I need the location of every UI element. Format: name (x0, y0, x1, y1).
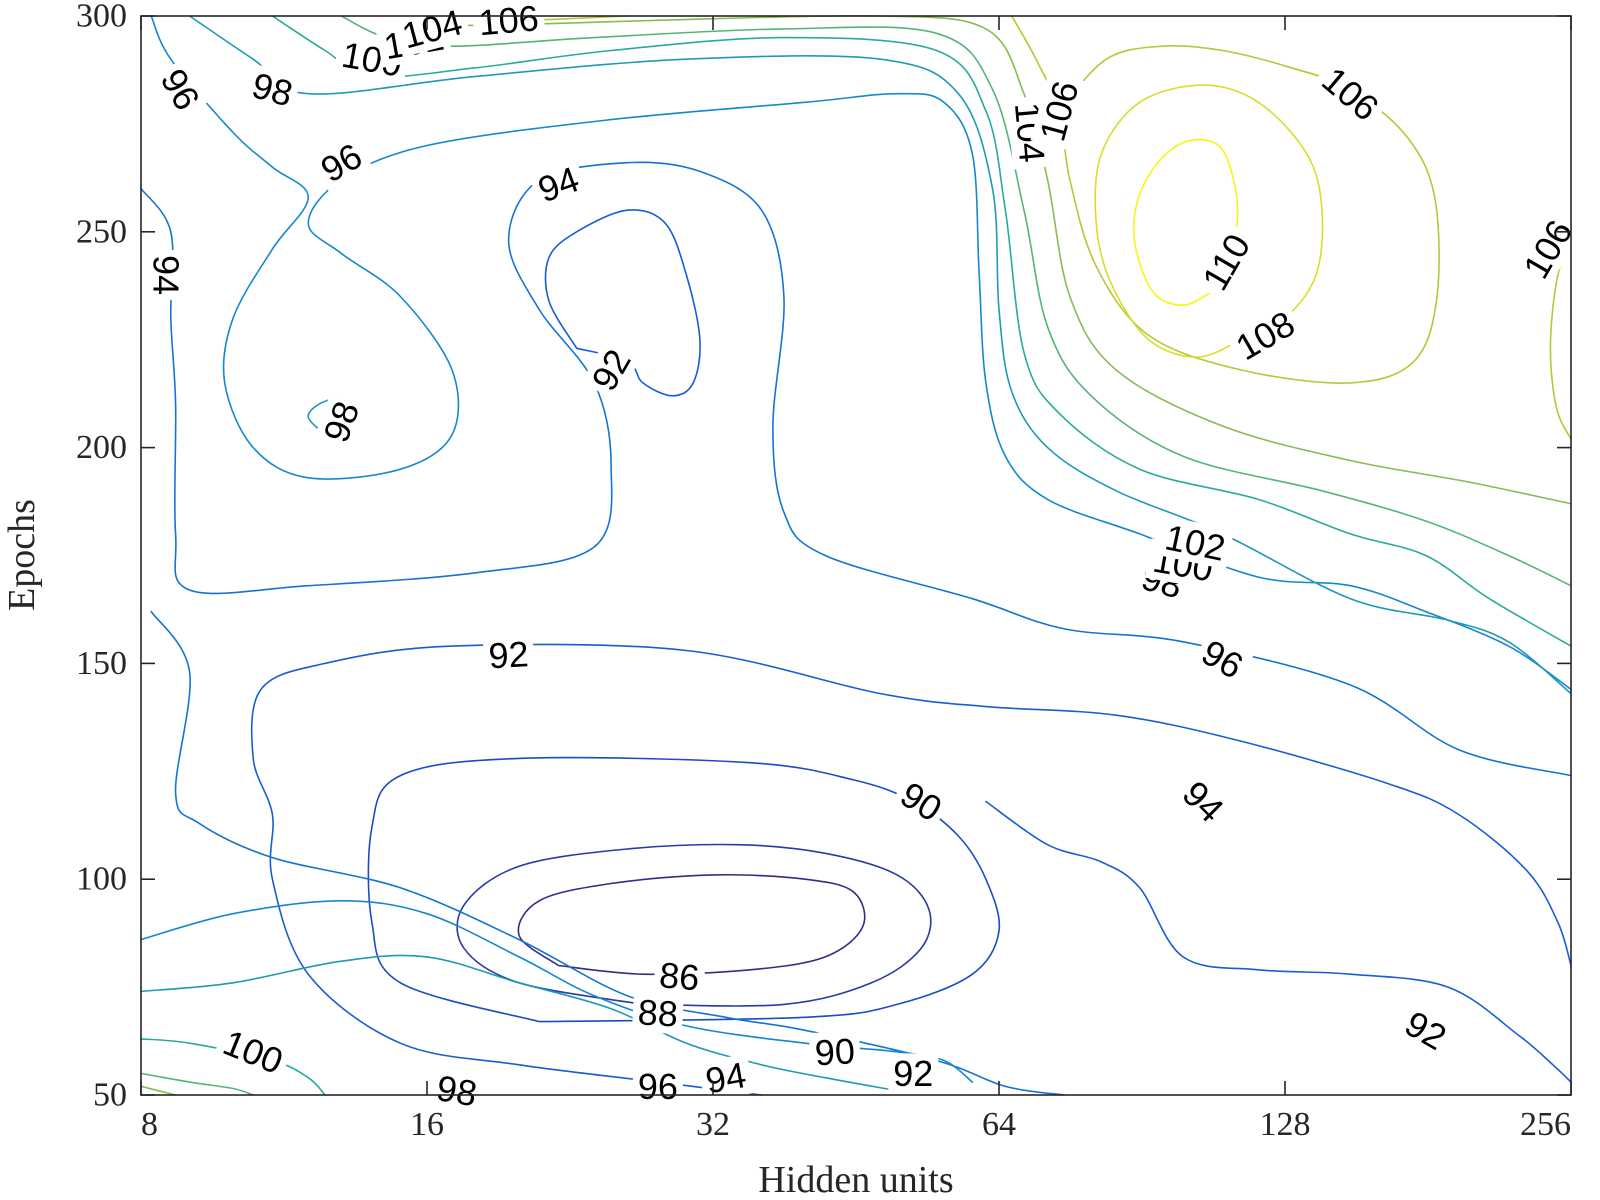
plot-frame (140, 15, 1572, 1096)
contour-label-94-1: 94 (146, 255, 187, 295)
contour-line-86-1 (517, 873, 866, 976)
contour-label-96-1: 96 (153, 62, 209, 117)
contour-line-98-1 (188, 15, 1572, 695)
x-axis: 8 16 32 64 128 256 (140, 16, 1572, 1143)
contour-label-bg-92-3 (1394, 1000, 1458, 1061)
contour-label-88-1: 88 (637, 991, 679, 1034)
contour-label-bg-98-2 (313, 391, 369, 453)
contour-line-102-1 (340, 15, 1572, 587)
contour-line-98-3 (140, 954, 898, 1092)
contour-label-98-4: 98 (434, 1067, 481, 1114)
contour-label-bg-98-4 (428, 1066, 485, 1115)
contour-label-bg-108-1 (1224, 300, 1306, 371)
contour-label-bg-94-2 (528, 156, 589, 212)
contour-line-106-2 (1010, 15, 1440, 384)
contour-line-90-1 (367, 756, 1001, 1023)
contour-line-104-2 (140, 1085, 177, 1096)
contour-label-bg-92-1 (482, 633, 535, 677)
contour-label-bg-92-4 (888, 1053, 939, 1094)
contour-label-bg-86-1 (652, 954, 707, 999)
contour-line-92-3 (985, 800, 1572, 1083)
contour-label-90-2: 90 (893, 774, 949, 830)
contour-label-bg-90-1 (808, 1030, 861, 1074)
contour-label-bg-96-2 (309, 132, 373, 193)
contour-line-94-2 (140, 161, 1572, 777)
y-tick-label-200: 200 (76, 429, 127, 466)
y-tick-label-150: 150 (76, 645, 127, 682)
contour-label-bg-96-4 (632, 1066, 683, 1107)
contour-line-96-2 (140, 900, 974, 1083)
y-tick-label-300: 300 (76, 0, 127, 35)
contour-label-96-3: 96 (1195, 631, 1250, 687)
contour-label-bg-88-1 (631, 991, 684, 1035)
contour-label-bg-106-1 (471, 0, 546, 44)
contour-label-92-4: 92 (893, 1053, 933, 1094)
contour-line-106-3 (1549, 231, 1572, 440)
contour-label-106-2: 106 (1031, 77, 1086, 146)
contour-line-110-1 (1132, 138, 1239, 306)
contour-label-bg-106-4 (1512, 208, 1583, 290)
x-tick-label-8: 8 (141, 1106, 158, 1143)
x-tick-label-64: 64 (982, 1106, 1016, 1143)
x-tick-label-32: 32 (696, 1106, 730, 1143)
contour-line-108-1 (1094, 84, 1324, 358)
contour-label-96-2: 96 (314, 135, 369, 191)
y-tick-label-50: 50 (93, 1077, 127, 1114)
x-tick-label-16: 16 (410, 1106, 444, 1143)
contour-label-bg-96-1 (150, 57, 211, 122)
contour-line-100-1 (271, 15, 1572, 647)
y-axis: 50 100 150 200 250 300 (76, 0, 1571, 1114)
contour-line-92-1 (250, 643, 1572, 1096)
contour-line-96-1 (150, 15, 1572, 691)
contour-label-94-3: 94 (1175, 773, 1232, 830)
contour-label-bg-94-1 (146, 250, 186, 300)
contour-label-bg-94-3 (1171, 769, 1236, 834)
y-tick-label-250: 250 (76, 213, 127, 250)
contour-label-bg-92-2 (581, 338, 641, 402)
contour-label-106-1: 106 (477, 0, 540, 43)
y-tick-label-100: 100 (76, 861, 127, 898)
x-tick-label-128: 128 (1260, 1106, 1311, 1143)
contour-label-bg-90-2 (889, 771, 953, 832)
contour-label-bg-102-2 (1156, 515, 1235, 570)
contour-label-92-2: 92 (583, 342, 639, 397)
x-axis-label: Hidden units (758, 1159, 953, 1200)
contour-label-104-1: 104 (398, 1, 467, 56)
contour-line-102-2 (140, 1072, 254, 1096)
contour-label-92-3: 92 (1398, 1003, 1453, 1059)
contour-label-bg-98-1 (243, 63, 302, 116)
contour-label-bg-106-2 (1030, 71, 1088, 151)
contour-line-92-2 (544, 209, 701, 397)
contour-label-92-1: 92 (488, 633, 530, 676)
contour-label-86-1: 86 (658, 954, 701, 998)
x-tick-label-256: 256 (1520, 1106, 1571, 1143)
contour-labels: 8688909092929292949494949696969698989898… (146, 0, 1583, 1115)
contour-line-94-1 (150, 610, 1066, 1096)
contour-line-88-1 (456, 843, 932, 1007)
contour-label-90-1: 90 (814, 1030, 856, 1073)
contour-label-bg-94-4 (697, 1053, 754, 1102)
contour-label-bg-106-3 (1310, 55, 1391, 132)
contour-label-bg-96-3 (1190, 629, 1255, 689)
contour-label-bg-104-1 (392, 0, 472, 58)
y-axis-label: Epochs (1, 499, 43, 611)
contour-label-96-4: 96 (638, 1066, 678, 1107)
contour-label-94-4: 94 (702, 1054, 749, 1101)
contour-label-bg-100-3 (212, 1019, 294, 1084)
contour-label-bg-110-1 (1191, 221, 1262, 303)
